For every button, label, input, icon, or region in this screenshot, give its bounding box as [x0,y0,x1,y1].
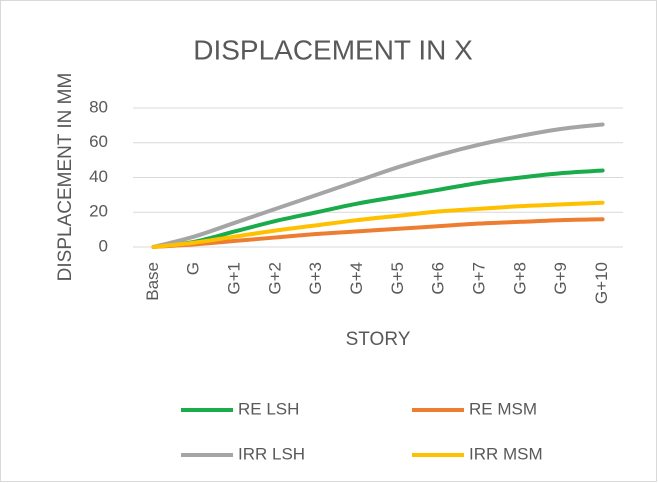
x-tick-label: G+6 [429,262,448,295]
x-tick-label: G+8 [510,262,529,295]
x-tick-label: G+7 [470,262,489,295]
x-tick-label: G+4 [347,262,366,295]
legend-label: RE MSM [469,399,537,418]
series-line [151,217,605,249]
x-tick-label: G+1 [225,262,244,295]
x-tick-label: G+3 [306,262,325,295]
legend-label: IRR LSH [238,444,305,463]
series-line [151,168,605,249]
x-tick-label: G+2 [265,262,284,295]
x-axis-title: STORY [346,329,411,350]
legend-label: IRR MSM [469,444,543,463]
legend-label: RE LSH [238,399,299,418]
chart-title: DISPLACEMENT IN X [193,34,473,65]
y-tick-label: 60 [89,132,108,151]
x-tick-label: Base [143,262,162,301]
x-tick-label: G [184,262,203,275]
y-tick-label: 20 [89,202,108,221]
series-line [151,200,605,249]
series-line [151,122,605,249]
y-axis-title: DISPLACEMENT IN MM [55,73,76,282]
x-tick-label: G+10 [592,262,611,304]
y-tick-label: 80 [89,97,108,116]
y-tick-label: 0 [99,236,108,255]
x-tick-label: G+9 [551,262,570,295]
x-tick-label: G+5 [388,262,407,295]
y-tick-label: 40 [89,167,108,186]
